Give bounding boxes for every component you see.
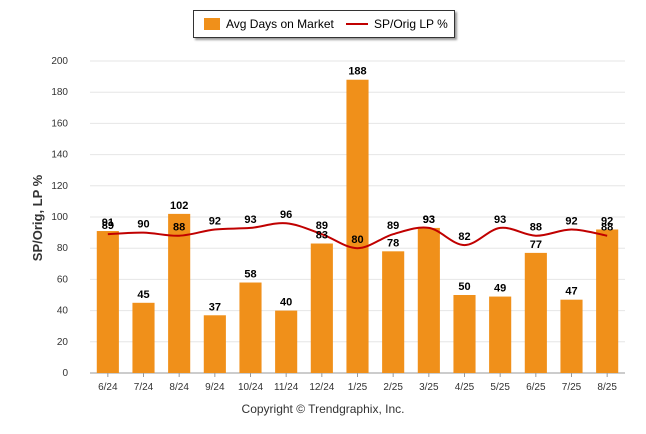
y-axis: 0 20 40 60 80 100 120 140 160 180 200	[51, 56, 68, 379]
bar	[489, 296, 512, 373]
line-value-label: 93	[423, 214, 435, 226]
line-value-label: 92	[209, 215, 221, 227]
bar	[560, 299, 583, 373]
bar	[96, 231, 119, 373]
bar-value-label: 83	[316, 230, 328, 242]
y-tick-label: 140	[51, 150, 68, 161]
x-tick-label: 5/25	[490, 382, 510, 393]
x-tick-label: 7/25	[562, 382, 582, 393]
legend-bar-swatch	[204, 18, 220, 30]
line-value-label: 88	[173, 222, 185, 234]
bar-series	[96, 79, 619, 373]
line-series	[107, 222, 608, 250]
y-tick-label: 60	[57, 274, 69, 285]
sp-orig-line	[107, 222, 608, 250]
bar-value-label: 102	[170, 200, 188, 212]
x-tick-label: 6/25	[526, 382, 546, 393]
y-tick-label: 200	[51, 56, 68, 67]
line-value-label: 92	[565, 215, 577, 227]
bar-value-label: 40	[280, 297, 292, 309]
line-value-label: 93	[244, 214, 256, 226]
bar-value-label: 78	[387, 237, 399, 249]
bar-value-label: 58	[244, 269, 256, 281]
legend-line-swatch	[346, 23, 368, 25]
line-value-label: 89	[316, 220, 328, 232]
y-tick-label: 100	[51, 212, 68, 223]
bar	[453, 295, 476, 373]
bar	[132, 302, 155, 373]
x-tick-label: 6/24	[98, 382, 118, 393]
bar-value-label: 37	[209, 301, 221, 313]
y-tick-label: 0	[62, 368, 68, 379]
bar	[310, 243, 333, 373]
legend-bar-label: Avg Days on Market	[226, 17, 334, 31]
y-tick-label: 40	[57, 306, 69, 317]
y-axis-label: SP/Orig, LP %	[30, 174, 45, 261]
x-tick-label: 2/25	[383, 382, 403, 393]
bar-value-label: 188	[348, 66, 366, 78]
bar	[239, 282, 262, 373]
x-tick-label: 8/25	[597, 382, 617, 393]
x-tick-label: 7/24	[134, 382, 154, 393]
x-tick-label: 10/24	[238, 382, 263, 393]
line-value-label: 96	[280, 209, 292, 221]
x-tick-label: 8/24	[169, 382, 189, 393]
line-value-label: 89	[387, 220, 399, 232]
bar	[417, 227, 440, 373]
bar	[168, 213, 191, 373]
line-value-label: 88	[530, 222, 542, 234]
line-value-label: 82	[458, 231, 470, 243]
bar	[382, 251, 405, 373]
y-tick-label: 80	[57, 243, 69, 254]
y-tick-label: 120	[51, 181, 68, 192]
bar-value-label: 91	[102, 217, 114, 229]
bar-value-label: 77	[530, 239, 542, 251]
bar-value-label: 47	[565, 286, 577, 298]
bar-value-label: 50	[458, 281, 470, 293]
y-tick-label: 180	[51, 87, 68, 98]
x-axis: 6/24 7/24 8/24 9/24 10/24 11/24 12/24 1/25 2/25 3…	[98, 373, 617, 393]
line-value-label: 93	[494, 214, 506, 226]
bar	[524, 252, 547, 373]
bar	[203, 315, 226, 373]
x-tick-label: 11/24	[274, 382, 299, 393]
line-value-label: 80	[351, 234, 363, 246]
copyright-text: Copyright © Trendgraphix, Inc.	[241, 402, 405, 416]
bar-value-label: 92	[601, 215, 613, 227]
x-tick-label: 4/25	[455, 382, 475, 393]
bar	[346, 79, 369, 373]
y-tick-label: 160	[51, 118, 68, 129]
bar-value-label: 49	[494, 283, 506, 295]
legend: Avg Days on Market SP/Orig LP %	[193, 10, 455, 38]
bar	[275, 310, 298, 373]
legend-line-label: SP/Orig LP %	[374, 17, 448, 31]
x-tick-label: 12/24	[309, 382, 334, 393]
x-tick-label: 9/24	[205, 382, 225, 393]
y-tick-label: 20	[57, 337, 69, 348]
bar	[596, 229, 619, 373]
bar-value-label: 93	[423, 214, 435, 226]
x-tick-label: 3/25	[419, 382, 439, 393]
bar-value-label: 45	[137, 289, 149, 301]
x-tick-label: 1/25	[348, 382, 368, 393]
line-value-label: 90	[137, 219, 149, 231]
line-value-label: 88	[601, 222, 613, 234]
line-value-label: 89	[102, 220, 114, 232]
